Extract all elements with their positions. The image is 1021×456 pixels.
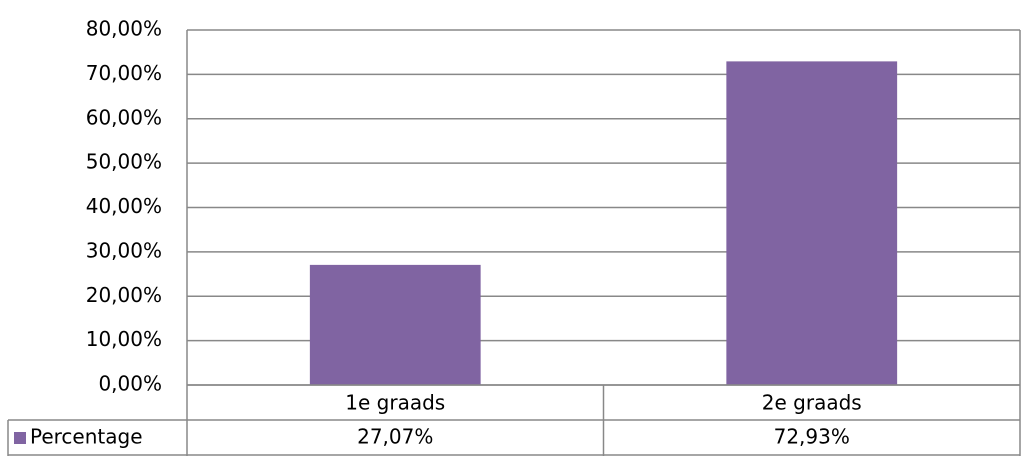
x-tick-label: 1e graads <box>345 391 445 415</box>
x-tick-label: 2e graads <box>762 391 862 415</box>
y-tick-label: 20,00% <box>86 283 162 307</box>
y-tick-label: 0,00% <box>98 372 162 396</box>
y-tick-label: 30,00% <box>86 238 162 262</box>
bar <box>726 61 898 386</box>
legend-label: Percentage <box>30 425 143 449</box>
table-value: 27,07% <box>357 425 433 449</box>
legend-swatch <box>14 432 26 444</box>
y-tick-label: 70,00% <box>86 61 162 85</box>
y-tick-label: 10,00% <box>86 327 162 351</box>
bar <box>309 264 481 385</box>
y-tick-label: 50,00% <box>86 150 162 174</box>
y-tick-label: 40,00% <box>86 194 162 218</box>
y-tick-label: 80,00% <box>86 17 162 41</box>
table-value: 72,93% <box>774 425 850 449</box>
y-tick-label: 60,00% <box>86 105 162 129</box>
